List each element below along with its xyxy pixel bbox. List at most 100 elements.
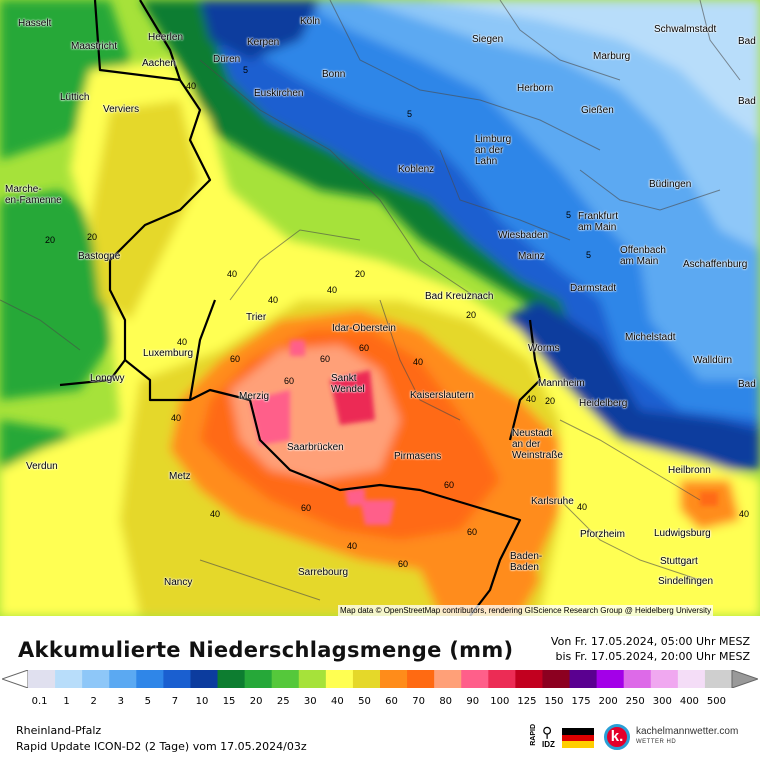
contour-label: 5 [243,65,248,75]
city-label: Bad Kreuznach [425,291,494,302]
city-label: Kaiserslautern [410,390,474,401]
scale-tick-label: 500 [706,696,726,707]
city-label: Limburg an der Lahn [475,134,512,167]
city-label: Ludwigsburg [654,528,711,539]
scale-swatch [569,670,598,688]
scale-tick-label: 100 [490,696,510,707]
city-label: Köln [300,16,321,27]
scale-swatch [136,670,164,688]
city-label: Bonn [322,69,346,80]
scale-tick-label: 60 [385,696,398,707]
contour-label: 60 [467,527,477,537]
branding: RAPID ⚲ IDZ k. kachelmannwetter.com WETT… [530,720,750,754]
contour-label: 40 [739,509,749,519]
magnifier-icon: ⚲ [542,724,553,740]
scale-tick-label: 10 [195,696,209,707]
contour-label: 40 [177,337,187,347]
city-label: Neustadt an der Weinstraße [512,428,563,461]
contour-label: 20 [466,310,476,320]
city-label: Michelstadt [625,332,676,343]
contour-label: 40 [268,295,278,305]
scale-swatch [109,670,137,688]
city-label: Heerlen [148,32,184,43]
scale-tick-label: 25 [276,696,290,707]
city-label: Marburg [593,51,631,62]
contour-label: 40 [577,502,587,512]
city-label: Verdun [26,461,58,472]
city-label: Bad [738,96,756,107]
scale-tick-label: 7 [171,696,179,707]
city-label: Saarbrücken [287,442,344,453]
map-attribution[interactable]: Map data © OpenStreetMap contributors, r… [338,605,714,616]
city-label: Worms [528,343,560,354]
scale-tick-label: 200 [598,696,618,707]
city-label: Büdingen [649,179,692,190]
legend-title: Akkumulierte Niederschlagsmenge (mm) [18,638,514,662]
city-label: Darmstadt [570,283,617,294]
scale-swatch [488,670,516,688]
city-label: Sankt Wendel [331,373,365,395]
german-flag-icon [562,728,594,748]
scale-swatch [542,670,571,688]
scale-swatch [271,670,300,688]
city-label: Verviers [103,104,140,115]
contour-label: 40 [413,357,423,367]
scale-tick-label: 90 [466,696,480,707]
scale-swatch [190,670,219,688]
scale-tick-label: 40 [331,696,344,707]
city-label: Heilbronn [668,465,711,476]
contour-label: 5 [586,250,591,260]
site-name[interactable]: kachelmannwetter.com [636,726,739,737]
scale-min-arrow [2,670,29,688]
city-label: Longwy [90,373,125,384]
city-label: Wiesbaden [498,230,549,241]
kachelmann-logo-icon[interactable]: k. [604,724,630,750]
city-label: Nancy [164,577,193,588]
scale-swatch [244,670,273,688]
scale-tick-label: 150 [544,696,564,707]
city-label: Heidelberg [579,398,628,409]
city-label: Trier [246,312,267,323]
contour-label: 60 [230,354,240,364]
scale-tick-label: 15 [222,696,236,707]
city-label: Walldürn [693,355,733,366]
scale-tick-label: 300 [652,696,672,707]
city-label: Merzig [239,391,270,402]
city-label: Lüttich [60,92,90,103]
color-scale [2,670,758,688]
scale-tick-label: 80 [439,696,453,707]
city-label: Mainz [518,251,545,262]
scale-tick-label: 0.1 [31,696,48,707]
scale-swatch [163,670,191,688]
city-label: Bad [738,379,756,390]
scale-max-arrow [731,670,758,688]
rapid-label: RAPID [530,724,537,746]
idz-label: IDZ [542,740,555,749]
city-label: Kerpen [247,37,280,48]
contour-label: 40 [171,413,181,423]
city-label: Gießen [581,105,614,116]
scale-tick-label: 5 [144,696,152,707]
scale-swatch [650,670,679,688]
city-label: Aschaffenburg [683,259,748,270]
period-from: Von Fr. 17.05.2024, 05:00 Uhr MESZ [550,635,750,648]
precipitation-map[interactable]: 40 5 5 20 20 40 20 40 40 5 5 20 60 60 60 40 40 60 20 40 40 60… [0,0,760,616]
scale-swatch [28,670,56,688]
scale-swatch [434,670,462,688]
scale-tick-label: 250 [625,696,645,707]
city-label: Koblenz [398,164,435,175]
scale-swatch [515,670,543,688]
scale-swatch [677,670,706,688]
scale-tick-label: 1 [63,696,70,707]
city-label: Karlsruhe [531,496,574,507]
city-label: Stuttgart [660,556,698,567]
site-subtitle: WETTER HD [636,739,677,745]
scale-tick-label: 175 [571,696,591,707]
scale-swatch [704,670,733,688]
scale-tick-label: 400 [679,696,699,707]
scale-swatch [407,670,435,688]
scale-tick-label: 70 [412,696,425,707]
city-label: Idar-Oberstein [332,323,396,334]
period-to: bis Fr. 17.05.2024, 20:00 Uhr MESZ [555,650,750,663]
contour-label: 5 [566,210,571,220]
